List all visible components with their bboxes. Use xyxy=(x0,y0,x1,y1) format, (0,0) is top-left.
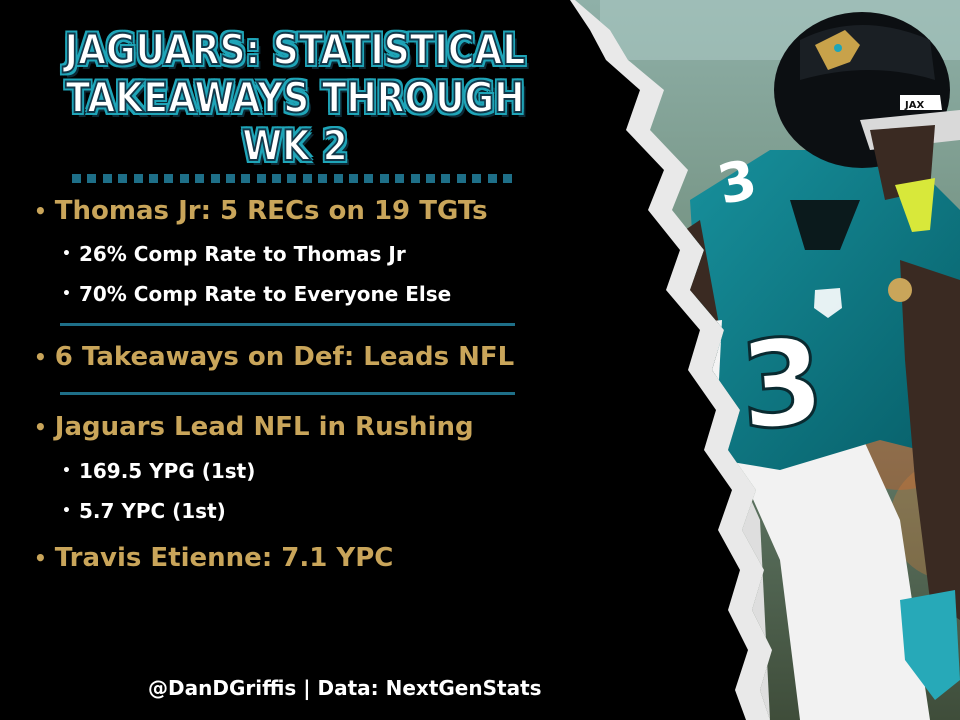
title-line-2: TAKEAWAYS THROUGH WK 2 xyxy=(65,73,526,171)
stat-main-label: 6 Takeaways on Def: Leads NFL xyxy=(54,342,515,372)
title-line-1: JAGUARS: STATISTICAL xyxy=(64,25,526,75)
bullet-dot: • xyxy=(62,463,71,479)
page-title: JAGUARS: STATISTICAL TAKEAWAYS THROUGH W… xyxy=(0,25,590,171)
stat-main-etienne: • Travis Etienne: 7.1 YPC xyxy=(34,543,393,573)
stat-sub-label: 26% Comp Rate to Thomas Jr xyxy=(78,242,406,266)
stat-sub-label: 5.7 YPC (1st) xyxy=(78,499,226,523)
stat-main-takeaways: • 6 Takeaways on Def: Leads NFL xyxy=(34,342,514,372)
stat-sub-ypg: • 169.5 YPG (1st) xyxy=(62,459,255,483)
stat-main-thomas: • Thomas Jr: 5 RECs on 19 TGTs xyxy=(34,196,488,226)
section-divider xyxy=(60,392,515,395)
bullet-dot: • xyxy=(34,345,47,369)
jersey-number-chest: 3 xyxy=(736,313,829,457)
stat-main-label: Jaguars Lead NFL in Rushing xyxy=(54,412,474,442)
bullet-dot: • xyxy=(34,546,47,570)
stat-main-label: Thomas Jr: 5 RECs on 19 TGTs xyxy=(54,196,488,226)
stat-sub-comp-thomas: • 26% Comp Rate to Thomas Jr xyxy=(62,242,406,266)
credit-line: @DanDGriffis | Data: NextGenStats xyxy=(148,676,542,700)
title-dashed-rule xyxy=(72,168,530,183)
torn-paper-edge xyxy=(570,0,780,720)
bullet-dot: • xyxy=(62,246,71,262)
bullet-dot: • xyxy=(62,286,71,302)
bullet-dot: • xyxy=(34,415,47,439)
helmet-tag: JAX xyxy=(904,100,924,111)
bullet-dot: • xyxy=(34,199,47,223)
bullet-dot: • xyxy=(62,503,71,519)
stat-sub-label: 70% Comp Rate to Everyone Else xyxy=(78,282,452,306)
stat-main-label: Travis Etienne: 7.1 YPC xyxy=(54,543,394,573)
stat-main-rushing: • Jaguars Lead NFL in Rushing xyxy=(34,412,474,442)
stat-sub-label: 169.5 YPG (1st) xyxy=(78,459,256,483)
section-divider xyxy=(60,323,515,326)
stat-sub-comp-everyone: • 70% Comp Rate to Everyone Else xyxy=(62,282,451,306)
stat-sub-ypc: • 5.7 YPC (1st) xyxy=(62,499,226,523)
